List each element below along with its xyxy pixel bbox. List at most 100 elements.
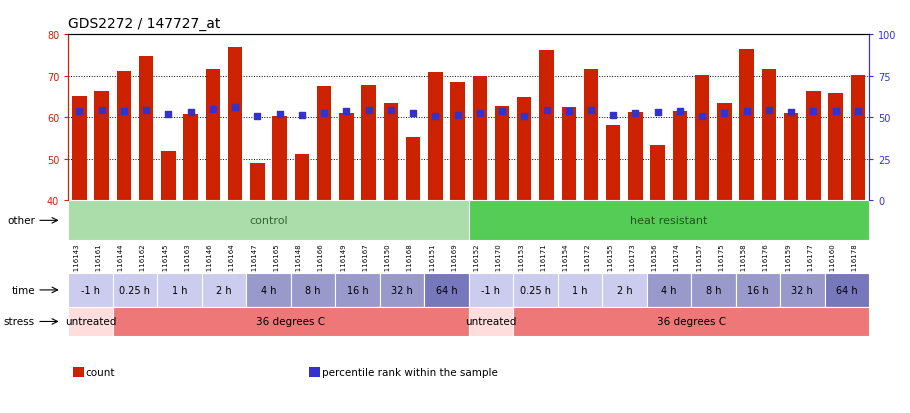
Text: GSM116173: GSM116173	[630, 243, 635, 286]
Bar	[428, 72, 442, 201]
Bar	[495, 106, 510, 201]
Text: 8 h: 8 h	[705, 285, 721, 295]
Point	[784, 110, 798, 116]
Text: GSM116145: GSM116145	[162, 243, 168, 285]
Point	[762, 107, 776, 114]
Text: 64 h: 64 h	[836, 285, 857, 295]
Text: GSM116170: GSM116170	[496, 243, 502, 286]
Bar	[828, 94, 843, 201]
Bar	[784, 114, 798, 201]
Text: GSM116156: GSM116156	[652, 243, 658, 285]
Point	[228, 104, 242, 111]
Bar	[628, 113, 642, 201]
Bar	[228, 47, 242, 201]
Text: GSM116143: GSM116143	[74, 243, 79, 285]
Bar	[558, 274, 602, 307]
Point	[95, 107, 109, 114]
Point	[161, 112, 176, 118]
Bar	[116, 71, 131, 201]
Text: stress: stress	[4, 317, 35, 327]
Bar	[469, 307, 513, 337]
Text: GDS2272 / 147727_at: GDS2272 / 147727_at	[68, 17, 220, 31]
Text: GSM116177: GSM116177	[807, 243, 814, 286]
Point	[740, 109, 754, 115]
Bar	[157, 274, 202, 307]
Point	[183, 110, 197, 116]
Text: GSM116178: GSM116178	[852, 243, 858, 286]
Bar	[272, 117, 287, 201]
Point	[272, 112, 287, 118]
Text: GSM116153: GSM116153	[519, 243, 524, 285]
Point	[517, 114, 531, 121]
Point	[139, 107, 154, 114]
Text: 36 degrees C: 36 degrees C	[256, 317, 325, 327]
Point	[406, 111, 420, 117]
Point	[561, 109, 576, 115]
Text: 0.25 h: 0.25 h	[119, 285, 150, 295]
Point	[295, 113, 309, 119]
Text: GSM116152: GSM116152	[474, 243, 480, 285]
Text: 4 h: 4 h	[260, 285, 277, 295]
Bar	[68, 274, 113, 307]
Bar	[113, 274, 157, 307]
Point	[339, 109, 354, 115]
Text: 4 h: 4 h	[661, 285, 677, 295]
Bar	[561, 107, 576, 201]
Point	[450, 113, 465, 119]
Bar	[68, 307, 113, 337]
Bar	[450, 83, 465, 201]
Text: GSM116165: GSM116165	[274, 243, 279, 285]
Point	[672, 109, 687, 115]
Bar	[606, 126, 621, 201]
Bar	[762, 70, 776, 201]
Point	[72, 109, 86, 115]
Bar	[335, 274, 379, 307]
Text: GSM116146: GSM116146	[207, 243, 213, 285]
Bar	[472, 76, 487, 201]
Bar	[384, 103, 398, 201]
Text: GSM116171: GSM116171	[541, 243, 547, 286]
Bar	[513, 274, 558, 307]
Text: 32 h: 32 h	[792, 285, 814, 295]
Bar	[584, 70, 598, 201]
Bar	[250, 164, 265, 201]
Text: GSM116154: GSM116154	[562, 243, 569, 285]
Bar	[379, 274, 424, 307]
Point	[806, 109, 821, 115]
Text: untreated: untreated	[65, 317, 116, 327]
Point	[317, 111, 331, 117]
Text: GSM116161: GSM116161	[96, 243, 102, 286]
Bar	[247, 274, 290, 307]
Point	[651, 110, 665, 116]
Text: GSM116158: GSM116158	[741, 243, 747, 285]
Point	[116, 109, 131, 115]
Text: heat resistant: heat resistant	[630, 216, 708, 226]
Text: GSM116147: GSM116147	[251, 243, 258, 285]
Text: untreated: untreated	[465, 317, 517, 327]
Text: 36 degrees C: 36 degrees C	[656, 317, 725, 327]
Text: GSM116164: GSM116164	[229, 243, 235, 285]
Point	[606, 113, 621, 119]
Text: 1 h: 1 h	[572, 285, 588, 295]
Text: GSM116162: GSM116162	[140, 243, 147, 285]
Text: 2 h: 2 h	[217, 285, 232, 295]
Bar	[717, 103, 732, 201]
Text: 2 h: 2 h	[617, 285, 632, 295]
Text: other: other	[7, 216, 35, 226]
Text: GSM116149: GSM116149	[340, 243, 347, 285]
Point	[206, 106, 220, 113]
Point	[361, 107, 376, 114]
Text: GSM116148: GSM116148	[296, 243, 302, 285]
Text: 16 h: 16 h	[747, 285, 769, 295]
Text: percentile rank within the sample: percentile rank within the sample	[322, 367, 498, 377]
Text: control: control	[249, 216, 288, 226]
Bar	[113, 307, 469, 337]
Bar	[184, 115, 197, 201]
Bar	[361, 85, 376, 201]
Bar	[406, 138, 420, 201]
Text: GSM116169: GSM116169	[451, 243, 458, 286]
Text: GSM116150: GSM116150	[385, 243, 390, 285]
Bar	[95, 92, 109, 201]
Text: GSM116155: GSM116155	[607, 243, 613, 285]
Point	[583, 107, 598, 114]
